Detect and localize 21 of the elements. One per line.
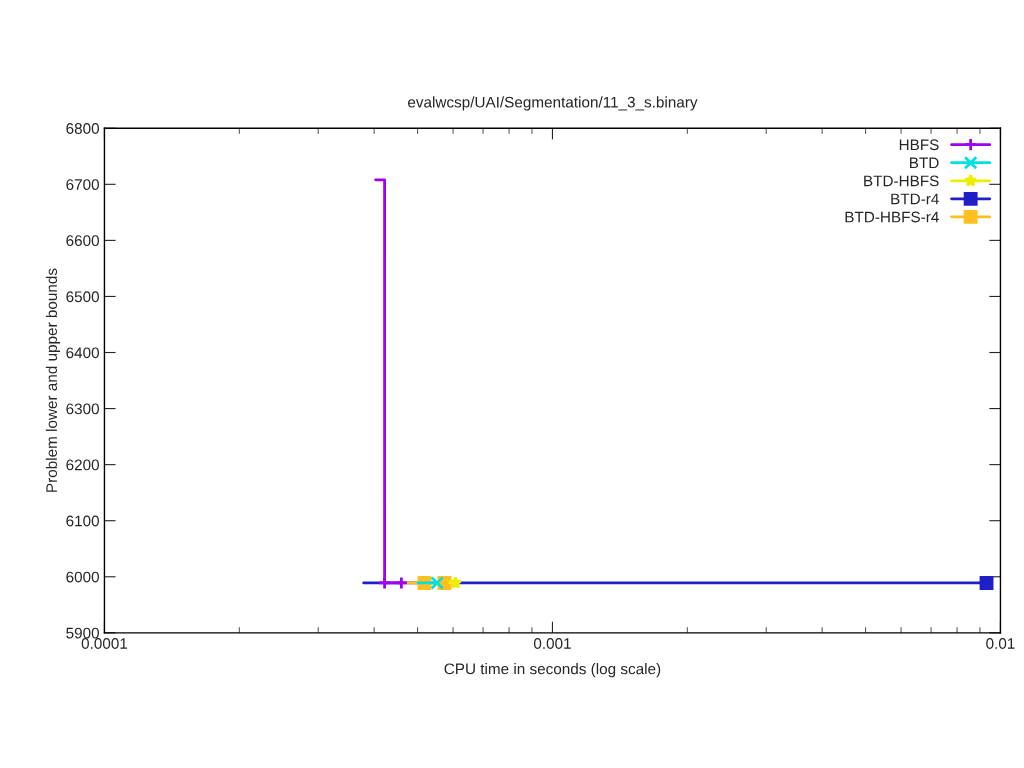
y-tick-label: 6300 — [66, 403, 99, 415]
x-axis-title: CPU time in seconds (log scale) — [444, 663, 661, 678]
x-tick-label: 0.01 — [986, 638, 1015, 649]
y-tick-label: 6100 — [66, 515, 99, 527]
x-tick-label: 0.001 — [533, 638, 571, 649]
y-tick-label: 5900 — [66, 627, 99, 639]
y-tick-label: 6400 — [66, 347, 99, 359]
legend-label: BTD-HBFS-r4 — [845, 211, 939, 223]
y-tick-label: 6700 — [66, 179, 99, 191]
y-tick-label: 6500 — [66, 291, 99, 303]
y-tick-label: 6000 — [66, 571, 99, 583]
legend-label: HBFS — [899, 139, 939, 151]
y-tick-label: 6800 — [66, 123, 99, 134]
y-tick-label: 6600 — [66, 235, 99, 247]
legend-label: BTD — [910, 157, 939, 169]
y-axis-title: Problem lower and upper bounds — [45, 268, 61, 492]
y-tick-label: 6200 — [66, 459, 99, 471]
chart-title: evalwcsp/UAI/Segmentation/11_3_s.binary — [408, 96, 698, 111]
legend-label: BTD-HBFS — [864, 175, 939, 187]
legend-label: BTD-r4 — [891, 193, 939, 205]
x-tick-label: 0.0001 — [81, 638, 128, 649]
